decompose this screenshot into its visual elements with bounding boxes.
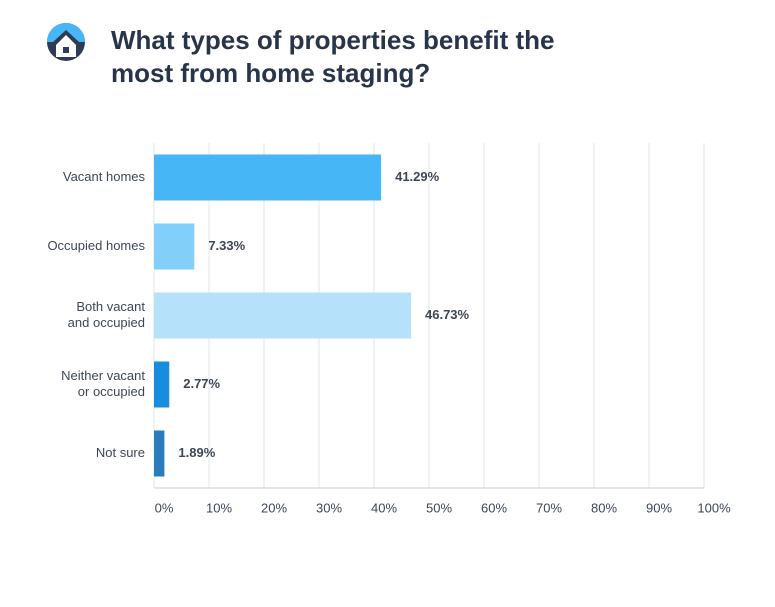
bar: [154, 223, 195, 270]
x-tick-label: 100%: [697, 500, 731, 515]
value-label: 7.33%: [208, 238, 245, 253]
x-tick-label: 70%: [536, 500, 562, 515]
y-tick-label: Not sure: [96, 445, 145, 460]
value-label: 41.29%: [395, 169, 440, 184]
x-tick-label: 90%: [646, 500, 672, 515]
logo: [47, 23, 85, 61]
y-tick-label: and occupied: [68, 315, 145, 330]
y-tick-label: or occupied: [78, 384, 145, 399]
chart-title: most from home staging?: [111, 58, 430, 88]
y-tick-label: Vacant homes: [63, 169, 146, 184]
y-tick-label: Occupied homes: [47, 238, 145, 253]
value-label: 46.73%: [425, 307, 470, 322]
x-tick-label: 80%: [591, 500, 617, 515]
x-tick-label: 30%: [316, 500, 342, 515]
x-tick-label: 0%: [155, 500, 174, 515]
y-tick-label: Neither vacant: [61, 368, 145, 383]
x-tick-label: 60%: [481, 500, 507, 515]
x-tick-label: 50%: [426, 500, 452, 515]
chart-title: What types of properties benefit the: [111, 25, 555, 55]
x-tick-label: 20%: [261, 500, 287, 515]
value-label: 2.77%: [183, 376, 220, 391]
bar: [154, 292, 412, 339]
x-tick-label: 40%: [371, 500, 397, 515]
bar: [154, 361, 170, 408]
x-tick-label: 10%: [206, 500, 232, 515]
y-tick-label: Both vacant: [76, 299, 145, 314]
value-label: 1.89%: [178, 445, 215, 460]
bar: [154, 430, 165, 477]
bar: [154, 154, 382, 201]
